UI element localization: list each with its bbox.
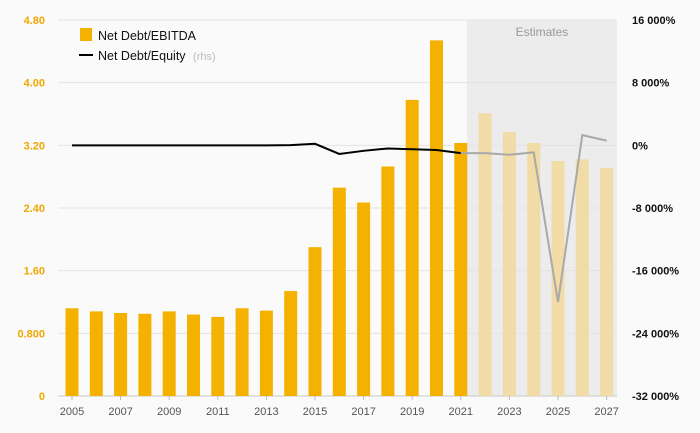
tick-x: 2007 [108, 406, 132, 418]
bar-2013 [259, 310, 273, 396]
line-actual [72, 142, 461, 155]
legend-label-net-debt-ebitda: Net Debt/EBITDA [98, 29, 197, 43]
bar-2022 [478, 113, 492, 396]
tick-x: 2025 [546, 406, 570, 418]
tick-left: 4.00 [24, 78, 45, 90]
legend: Net Debt/EBITDA Net Debt/Equity (rhs) [79, 28, 216, 63]
bar-2006 [89, 311, 103, 396]
bar-2018 [381, 166, 395, 396]
bar-2024 [527, 142, 541, 396]
bar-2015 [308, 247, 322, 396]
bar-2016 [332, 187, 346, 396]
tick-left: 3.20 [24, 140, 45, 152]
tick-left: 4.80 [24, 15, 45, 27]
tick-left: 0 [39, 391, 45, 403]
tick-right: 8 000% [632, 78, 670, 90]
bar-2014 [284, 291, 298, 396]
bar-2026 [575, 159, 589, 396]
tick-right: -32 000% [632, 391, 679, 403]
tick-right: -24 000% [632, 328, 679, 340]
bar-2012 [235, 308, 249, 396]
tick-x: 2017 [351, 406, 375, 418]
bar-2008 [138, 313, 152, 396]
estimates-label: Estimates [516, 25, 569, 39]
tick-right: 16 000% [632, 15, 676, 27]
tick-x: 2019 [400, 406, 424, 418]
bar-2011 [211, 316, 225, 396]
legend-rhs-note: (rhs) [193, 51, 216, 63]
tick-x: 2009 [157, 406, 181, 418]
bar-2023 [502, 132, 516, 396]
bar-2017 [357, 202, 371, 396]
tick-right: -16 000% [632, 266, 679, 278]
tick-left: 2.40 [24, 203, 45, 215]
bar-2025 [551, 161, 565, 396]
tick-left: 1.60 [24, 266, 45, 278]
tick-x: 2027 [594, 406, 618, 418]
bars-net-debt-ebitda [65, 40, 614, 397]
bar-2019 [405, 99, 419, 397]
tick-x: 2021 [449, 406, 473, 418]
bar-2007 [114, 312, 128, 396]
y-axis-left: 0 0.800 1.60 2.40 3.20 4.00 4.80 [17, 15, 45, 403]
bar-2009 [162, 311, 176, 396]
legend-swatch-bar [80, 28, 92, 41]
line-net-debt-equity [72, 133, 607, 303]
legend-net-debt-equity-name: Net Debt/Equity [98, 49, 186, 63]
bar-2005 [65, 308, 79, 396]
tick-left: 0.800 [17, 328, 45, 340]
tick-x: 2005 [60, 406, 84, 418]
tick-right: -8 000% [632, 203, 673, 215]
tick-x: 2011 [206, 406, 230, 418]
tick-right: 0% [632, 140, 648, 152]
tick-x: 2013 [254, 406, 278, 418]
bar-2020 [430, 40, 443, 396]
line-estimate [460, 133, 607, 303]
bar-2010 [187, 314, 200, 396]
tick-x: 2023 [497, 406, 521, 418]
bar-2027 [600, 168, 614, 396]
bar-2021 [454, 142, 468, 396]
legend-label-net-debt-equity: Net Debt/Equity (rhs) [98, 49, 216, 63]
tick-x: 2015 [303, 406, 327, 418]
x-axis: 2005 2007 2009 2011 2013 2015 2017 2019 2021 2023… [60, 396, 619, 418]
y-axis-right: -32 000% -24 000% -16 000% -8 000% 0% 8 000% 1… [632, 15, 679, 403]
